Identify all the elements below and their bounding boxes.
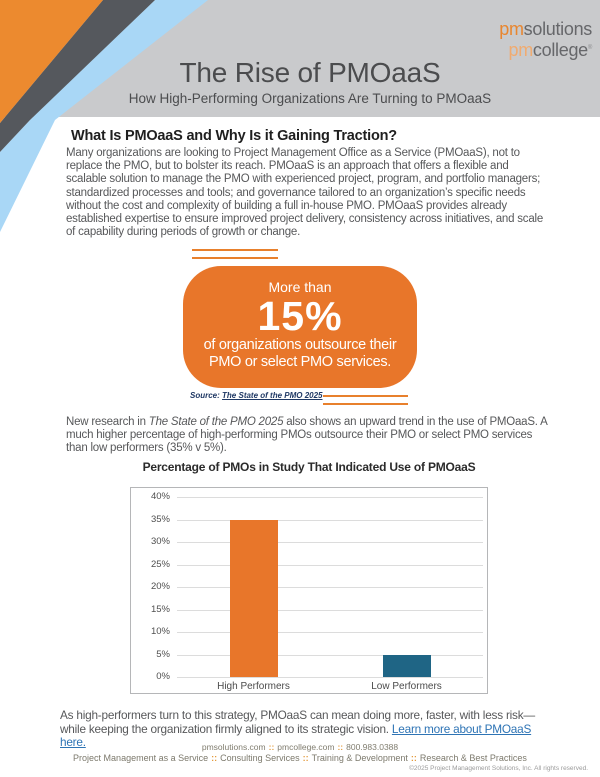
footer-services-line: Project Management as a Service:: Consult… — [0, 753, 600, 763]
footer-separator: :: — [268, 742, 275, 752]
chart-plot-area: 0% 5% 10% 15% 20% 25% 30% 35% 40% High Performers… — [130, 487, 488, 694]
chart-title: Percentage of PMOs in Study That Indicat… — [142, 460, 476, 474]
gridline — [177, 609, 483, 611]
footer-phone: 800.983.0388 — [346, 742, 399, 752]
callout-stat-value: 15% — [257, 293, 343, 339]
gridline — [177, 654, 483, 656]
gridline — [177, 677, 483, 678]
source-link[interactable]: The State of the PMO 2025 — [222, 391, 323, 400]
stripe-blue — [0, 0, 208, 232]
decorative-line — [323, 403, 408, 405]
footer-pmcollege-url: pmcollege.com — [277, 742, 335, 752]
callout-lead-text: More than — [268, 279, 332, 295]
page-title: The Rise of PMOaaS — [179, 57, 441, 88]
y-axis-tick-label: 25% — [150, 558, 170, 570]
footer-separator: :: — [211, 753, 218, 763]
y-axis-tick-label: 30% — [150, 536, 170, 547]
gridline — [177, 519, 483, 521]
research-text: New research in — [66, 416, 149, 428]
closing-text: As high-performers turn to this strategy… — [60, 708, 535, 736]
intro-paragraph: Many organizations are looking to Projec… — [66, 147, 544, 239]
registered-mark: ® — [587, 45, 592, 51]
research-paragraph: New research in The State of the PMO 202… — [66, 416, 548, 456]
gridline — [177, 542, 483, 543]
footer-service-item: Research & Best Practices — [419, 753, 527, 763]
decorative-line — [192, 257, 278, 259]
closing-paragraph: As high-performers turn to this strategy… — [60, 708, 550, 750]
research-report-title: The State of the PMO 2025 — [148, 416, 284, 428]
bar-chart: Percentage of PMOs in Study That Indicat… — [130, 460, 488, 694]
footer-service-item: Consulting Services — [220, 753, 300, 763]
corner-stripes-decoration — [0, 0, 208, 232]
x-axis-category-label: High Performers — [217, 681, 290, 692]
footer-pmsolutions-url: pmsolutions.com — [201, 742, 266, 752]
y-axis-tick-label: 35% — [150, 513, 170, 525]
y-axis-tick-label: 5% — [156, 648, 170, 660]
logo-pmcollege: pmcollege® — [508, 40, 593, 60]
y-axis-tick-label: 0% — [156, 671, 170, 682]
y-axis-tick-label: 15% — [150, 603, 170, 615]
decorative-line — [323, 395, 408, 397]
chart-bar-high-performers — [229, 519, 278, 677]
chart-bar-low-performers — [382, 654, 431, 677]
footer-separator: :: — [337, 742, 344, 752]
logo-pmsolutions: pmsolutions — [499, 19, 592, 39]
research-text: also shows an upward trend in the use of… — [66, 416, 547, 455]
gridline — [177, 632, 483, 633]
callout-description: of organizations outsource their PMO or … — [203, 337, 397, 370]
source-citation: Source: The State of the PMO 2025 — [190, 391, 323, 400]
x-axis-category-label: Low Performers — [371, 681, 442, 692]
stat-callout: More than 15% of organizations outsource… — [183, 266, 417, 388]
gridline — [177, 497, 483, 498]
intro-section: What Is PMOaaS and Why Is it Gaining Tra… — [66, 128, 548, 239]
decorative-line — [192, 249, 278, 251]
gridline — [177, 587, 483, 588]
y-axis-tick-label: 10% — [150, 626, 170, 637]
company-logo: pmsolutions pmcollege® — [499, 20, 592, 60]
page-subtitle: How High-Performing Organizations Are Tu… — [128, 91, 492, 106]
y-axis-tick-label: 40% — [150, 491, 170, 502]
source-label: Source: — [190, 391, 220, 400]
footer-separator: :: — [302, 753, 309, 763]
y-axis-tick-label: 20% — [150, 581, 170, 592]
learn-more-link[interactable]: Learn more about PMOaaS here. — [60, 721, 532, 749]
stripe-orange — [0, 0, 103, 123]
copyright-notice: ©2025 Project Management Solutions, Inc.… — [409, 765, 588, 772]
footer-separator: :: — [410, 753, 417, 763]
footer-contact-line: pmsolutions.com:: pmcollege.com:: 800.983.… — [0, 742, 600, 752]
footer-service-item: Training & Development — [311, 753, 408, 763]
gridline — [177, 564, 483, 566]
footer-service-item: Project Management as a Service — [73, 753, 209, 763]
section-heading: What Is PMOaaS and Why Is it Gaining Tra… — [71, 128, 397, 144]
